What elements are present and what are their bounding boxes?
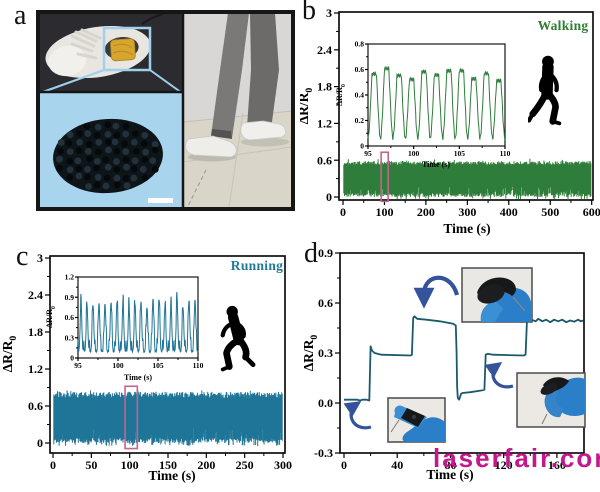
photo-frame [36, 10, 295, 211]
svg-text:0.6: 0.6 [318, 296, 333, 310]
sneaker-top-view-photo [39, 13, 183, 92]
running-person-silhouette [220, 305, 256, 372]
foam-sensor-in-shoe [110, 38, 136, 62]
finger-straight-photo [387, 397, 446, 443]
svg-text:0.9: 0.9 [318, 246, 333, 260]
svg-text:0.6: 0.6 [65, 313, 75, 322]
svg-text:Time (s): Time (s) [148, 468, 195, 483]
porous-sensor-closeup-photo [39, 92, 183, 208]
svg-text:0.6: 0.6 [355, 65, 365, 74]
svg-text:95: 95 [74, 361, 82, 370]
finger-fully-bent-photo [461, 267, 533, 323]
finger-bending-chart: 0 40 80 120 160 -0.3 0.0 0.3 0.6 0.9 Time (s) ΔR/R0 [301, 246, 585, 482]
svg-text:1.2: 1.2 [317, 116, 332, 130]
pressure-sensor-highlight-box [102, 26, 152, 72]
svg-text:0.3: 0.3 [318, 346, 333, 360]
porous-lattice-texture [56, 121, 159, 190]
svg-text:ΔR/R0: ΔR/R0 [301, 335, 320, 372]
walking-chart: 0 100 200 300 400 500 600 0 0.6 1.2 1.8 2.4 3 Time (s… [300, 6, 600, 236]
svg-text:ΔR/R0: ΔR/R0 [0, 336, 19, 373]
svg-text:300: 300 [274, 458, 292, 472]
svg-text:110: 110 [193, 361, 204, 370]
svg-text:105: 105 [454, 149, 466, 158]
walking-legs-photo [183, 13, 292, 208]
svg-text:110: 110 [500, 149, 511, 158]
svg-text:-0.3: -0.3 [314, 446, 333, 460]
panel-d-label: d [304, 238, 318, 269]
svg-text:105: 105 [152, 361, 164, 370]
svg-text:2.4: 2.4 [28, 288, 43, 302]
svg-text:250: 250 [236, 458, 254, 472]
shoe-sensor-photo-collage [36, 10, 295, 211]
svg-text:0.9: 0.9 [65, 293, 75, 302]
svg-text:100: 100 [408, 149, 420, 158]
svg-text:0: 0 [360, 142, 364, 151]
panel-b-label: b [302, 0, 316, 26]
watermark: laserfair.com [433, 443, 600, 473]
walking-person-silhouette [528, 55, 562, 126]
svg-text:40: 40 [391, 458, 403, 472]
svg-text:160: 160 [548, 458, 566, 472]
zoom-line-left [39, 69, 105, 94]
svg-text:150: 150 [159, 458, 177, 472]
svg-text:0.2: 0.2 [355, 116, 365, 125]
walking-title: Walking [537, 18, 589, 33]
svg-text:95: 95 [364, 149, 372, 158]
svg-text:0: 0 [340, 205, 346, 219]
svg-text:Time (s): Time (s) [422, 160, 450, 169]
svg-text:0.0: 0.0 [318, 396, 333, 410]
svg-text:500: 500 [541, 205, 559, 219]
finger-half-bent-photo [516, 372, 586, 428]
svg-text:3: 3 [37, 251, 43, 265]
svg-text:ΔR/R0: ΔR/R0 [335, 84, 347, 106]
running-inset-chart: 95 100 105 110 0 0.3 0.6 0.9 1.2 Time (s) ΔR/R0 [45, 273, 204, 382]
svg-text:1.8: 1.8 [317, 80, 332, 94]
svg-text:ΔR/R0: ΔR/R0 [300, 88, 315, 125]
svg-text:300: 300 [458, 205, 476, 219]
svg-text:0: 0 [341, 458, 347, 472]
svg-text:Time (s): Time (s) [426, 467, 473, 482]
svg-text:200: 200 [417, 205, 435, 219]
svg-text:0: 0 [50, 458, 56, 472]
svg-text:1.2: 1.2 [28, 362, 43, 376]
running-chart: 0 50 100 150 200 250 300 0 0.6 1.2 1.8 2.4 3 Time (s)… [0, 251, 292, 483]
running-title: Running [230, 258, 284, 273]
svg-text:0: 0 [37, 436, 43, 450]
svg-text:0: 0 [70, 354, 74, 363]
walking-inset-chart: 95 100 105 110 0 0.2 0.4 0.6 0.8 Time (s) ΔR/R0 [335, 40, 511, 169]
svg-text:120: 120 [495, 458, 513, 472]
svg-text:2.4: 2.4 [317, 43, 332, 57]
svg-text:3: 3 [326, 6, 332, 20]
svg-text:ΔR/R0: ΔR/R0 [45, 306, 57, 328]
svg-text:1.2: 1.2 [65, 273, 75, 282]
svg-text:0.8: 0.8 [355, 40, 365, 49]
svg-text:0: 0 [326, 190, 332, 204]
svg-text:80: 80 [444, 458, 456, 472]
svg-text:200: 200 [197, 458, 215, 472]
svg-text:600: 600 [583, 205, 600, 219]
svg-text:100: 100 [121, 458, 139, 472]
svg-text:Time (s): Time (s) [124, 373, 152, 382]
svg-text:0.6: 0.6 [28, 399, 43, 413]
svg-text:100: 100 [375, 205, 393, 219]
svg-text:400: 400 [500, 205, 518, 219]
panel-c-label: c [16, 241, 29, 272]
zoom-line-right [149, 69, 183, 94]
svg-text:0.3: 0.3 [65, 333, 75, 342]
svg-text:0.6: 0.6 [317, 153, 332, 167]
svg-text:50: 50 [85, 458, 97, 472]
sensor-wire [141, 13, 169, 25]
panel-a-label: a [14, 0, 27, 31]
svg-text:Time (s): Time (s) [443, 221, 490, 236]
svg-text:100: 100 [112, 361, 124, 370]
scale-bar [148, 198, 173, 203]
svg-text:1.8: 1.8 [28, 325, 43, 339]
svg-text:0.4: 0.4 [355, 91, 365, 100]
